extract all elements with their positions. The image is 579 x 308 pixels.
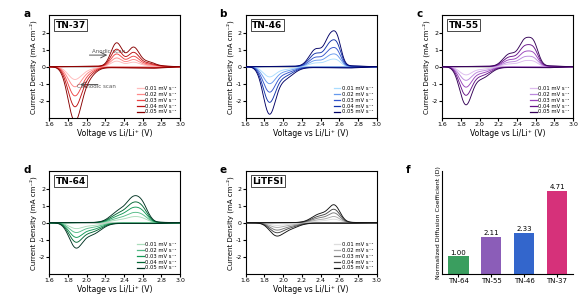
Bar <box>448 257 468 274</box>
X-axis label: Voltage vs Li/Li⁺ (V): Voltage vs Li/Li⁺ (V) <box>77 129 152 138</box>
Text: TN-64: TN-64 <box>56 176 86 186</box>
Text: e: e <box>219 165 226 175</box>
Text: 2.11: 2.11 <box>483 230 499 236</box>
Legend: 0.01 mV s⁻¹, 0.02 mV s⁻¹, 0.03 mV s⁻¹, 0.04 mV s⁻¹, 0.05 mV s⁻¹: 0.01 mV s⁻¹, 0.02 mV s⁻¹, 0.03 mV s⁻¹, 0… <box>136 85 178 116</box>
Text: TN-46: TN-46 <box>252 21 283 30</box>
Text: 4.71: 4.71 <box>549 184 565 190</box>
Text: Cathodic scan: Cathodic scan <box>77 84 116 89</box>
Y-axis label: Current Density (mA cm⁻²): Current Density (mA cm⁻²) <box>30 20 38 114</box>
Text: 1.00: 1.00 <box>450 249 466 256</box>
X-axis label: Voltage vs Li/Li⁺ (V): Voltage vs Li/Li⁺ (V) <box>273 129 349 138</box>
Text: Anodic scan: Anodic scan <box>92 49 126 54</box>
Legend: 0.01 mV s⁻¹, 0.02 mV s⁻¹, 0.03 mV s⁻¹, 0.04 mV s⁻¹, 0.05 mV s⁻¹: 0.01 mV s⁻¹, 0.02 mV s⁻¹, 0.03 mV s⁻¹, 0… <box>333 241 374 271</box>
Text: a: a <box>23 9 30 19</box>
Text: f: f <box>405 165 410 175</box>
Bar <box>481 237 501 274</box>
Y-axis label: Current Density (mA cm⁻²): Current Density (mA cm⁻²) <box>226 20 234 114</box>
Legend: 0.01 mV s⁻¹, 0.02 mV s⁻¹, 0.03 mV s⁻¹, 0.04 mV s⁻¹, 0.05 mV s⁻¹: 0.01 mV s⁻¹, 0.02 mV s⁻¹, 0.03 mV s⁻¹, 0… <box>529 85 570 116</box>
X-axis label: Voltage vs Li/Li⁺ (V): Voltage vs Li/Li⁺ (V) <box>77 285 152 294</box>
Text: TN-37: TN-37 <box>56 21 86 30</box>
X-axis label: Voltage vs Li/Li⁺ (V): Voltage vs Li/Li⁺ (V) <box>470 129 545 138</box>
Text: c: c <box>416 9 422 19</box>
Bar <box>514 233 534 274</box>
Y-axis label: Current Density (mA cm⁻²): Current Density (mA cm⁻²) <box>226 176 234 270</box>
Y-axis label: Current Density (mA cm⁻²): Current Density (mA cm⁻²) <box>423 20 430 114</box>
Text: 2.33: 2.33 <box>516 226 532 232</box>
Text: LiTFSI: LiTFSI <box>252 176 283 186</box>
Y-axis label: Current Density (mA cm⁻²): Current Density (mA cm⁻²) <box>30 176 38 270</box>
Text: b: b <box>219 9 227 19</box>
Text: TN-55: TN-55 <box>449 21 479 30</box>
Bar <box>547 191 567 274</box>
X-axis label: Voltage vs Li/Li⁺ (V): Voltage vs Li/Li⁺ (V) <box>273 285 349 294</box>
Legend: 0.01 mV s⁻¹, 0.02 mV s⁻¹, 0.03 mV s⁻¹, 0.04 mV s⁻¹, 0.05 mV s⁻¹: 0.01 mV s⁻¹, 0.02 mV s⁻¹, 0.03 mV s⁻¹, 0… <box>136 241 178 271</box>
Y-axis label: Normalized Diffusion Coefficient (D): Normalized Diffusion Coefficient (D) <box>436 166 441 279</box>
Legend: 0.01 mV s⁻¹, 0.02 mV s⁻¹, 0.03 mV s⁻¹, 0.04 mV s⁻¹, 0.05 mV s⁻¹: 0.01 mV s⁻¹, 0.02 mV s⁻¹, 0.03 mV s⁻¹, 0… <box>333 85 374 116</box>
Text: d: d <box>23 165 31 175</box>
